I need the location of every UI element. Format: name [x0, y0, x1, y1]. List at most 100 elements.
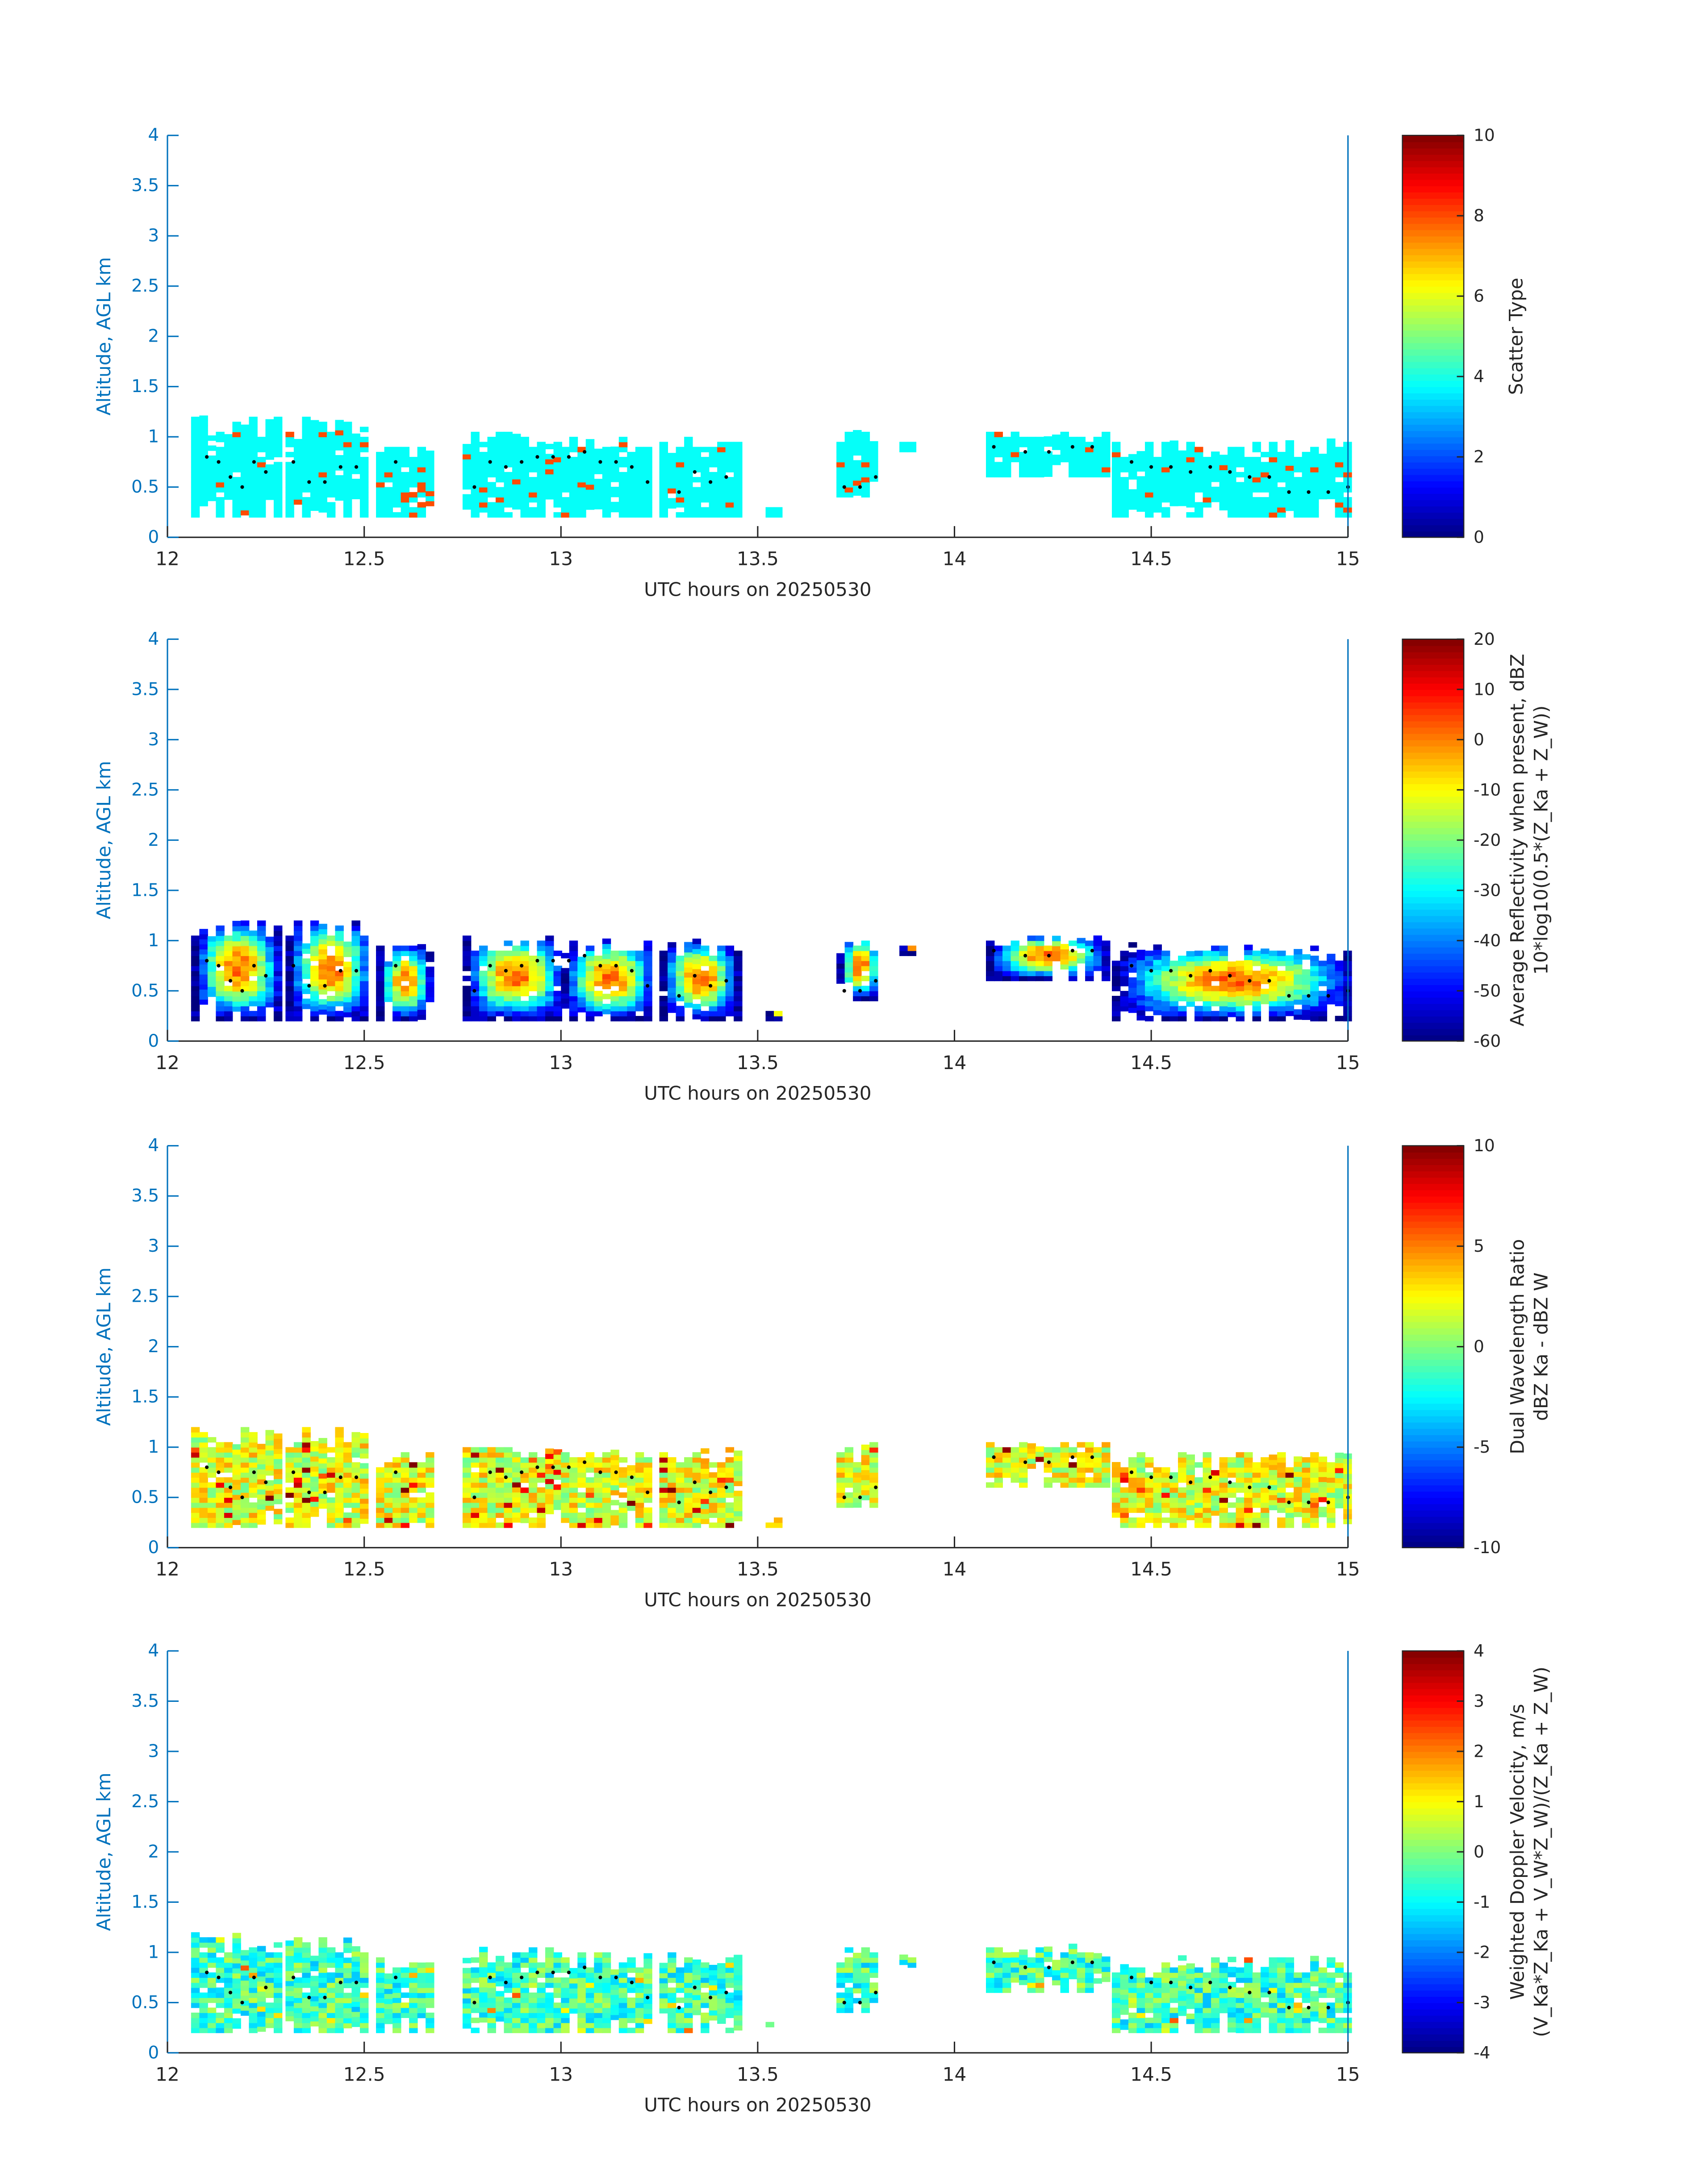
heatmap-cell [318, 2018, 327, 2023]
heatmap-cell [994, 437, 1003, 443]
heatmap-cell [765, 1011, 774, 1016]
heatmap-cell [265, 469, 274, 475]
heatmap-cell [725, 1487, 735, 1493]
heatmap-cell [1186, 986, 1195, 992]
heatmap-cell [1069, 961, 1077, 966]
heatmap-cell [1294, 1466, 1303, 1472]
heatmap-cell [668, 947, 677, 953]
cloud-base-point [323, 480, 327, 484]
heatmap-cell [232, 2003, 241, 2009]
heatmap-cell [986, 462, 995, 468]
heatmap-cell [207, 946, 217, 952]
heatmap-cell [512, 1016, 521, 1022]
heatmap-cell [1128, 992, 1137, 998]
colorbar-step [1402, 1003, 1464, 1011]
heatmap-cell [285, 1985, 294, 1991]
cloud-base-point [535, 1465, 539, 1469]
heatmap-cell [1153, 487, 1162, 493]
heatmap-cell [577, 467, 586, 472]
heatmap-cell [409, 976, 418, 982]
heatmap-cell [257, 2021, 266, 2027]
heatmap-cell [1219, 455, 1228, 460]
cloud-base-point [992, 949, 996, 953]
heatmap-cell [479, 996, 488, 1002]
heatmap-cell [668, 992, 677, 998]
heatmap-cell [1011, 976, 1019, 982]
heatmap-cell [1285, 460, 1295, 466]
heatmap-cell [1186, 966, 1195, 972]
colorbar-tick-label: -50 [1474, 981, 1501, 1000]
heatmap-cell [701, 497, 710, 503]
heatmap-cell [994, 1457, 1003, 1463]
heatmap-cell [618, 990, 628, 996]
heatmap-cell [635, 482, 644, 488]
heatmap-cell [1318, 1512, 1328, 1517]
heatmap-cell [302, 426, 311, 432]
heatmap-cell [273, 431, 283, 438]
heatmap-cell [285, 451, 294, 458]
heatmap-cell [471, 502, 480, 508]
heatmap-cell [257, 961, 266, 966]
heatmap-cell [351, 965, 360, 971]
heatmap-cell [537, 462, 546, 468]
heatmap-cell [602, 497, 611, 503]
heatmap-cell [717, 512, 726, 518]
heatmap-cell [676, 1507, 685, 1513]
heatmap-cell [1002, 1447, 1011, 1453]
heatmap-cell [1219, 505, 1228, 510]
heatmap-cell [1310, 961, 1319, 966]
heatmap-cell [1120, 1477, 1129, 1483]
heatmap-cell [384, 1492, 393, 1498]
heatmap-cell [585, 1512, 595, 1518]
heatmap-cell [1252, 447, 1261, 452]
heatmap-cell [1112, 451, 1121, 458]
heatmap-cell [199, 1502, 208, 1508]
heatmap-cell [1269, 1459, 1278, 1465]
heatmap-cell [1019, 1477, 1028, 1483]
heatmap-cell [1019, 945, 1028, 951]
heatmap-cell [302, 974, 311, 979]
heatmap-cell [1102, 1457, 1111, 1463]
heatmap-cell [335, 1482, 344, 1488]
heatmap-cell [1112, 477, 1121, 483]
heatmap-cell [393, 502, 401, 508]
heatmap-cell [1244, 1497, 1253, 1503]
heatmap-cell [520, 956, 529, 961]
heatmap-cell [265, 484, 274, 490]
heatmap-cell [725, 447, 735, 452]
heatmap-cell [1318, 976, 1328, 982]
heatmap-cell [401, 462, 410, 468]
heatmap-cell [668, 972, 677, 978]
heatmap-cell [594, 981, 603, 986]
heatmap-cell [273, 512, 283, 518]
heatmap-cell [1102, 462, 1111, 468]
heatmap-cell [359, 940, 369, 946]
heatmap-cell [1310, 472, 1319, 478]
heatmap-cell [986, 1467, 995, 1473]
heatmap-cell [1153, 1497, 1162, 1503]
cloud-base-point [598, 1470, 602, 1474]
heatmap-cell [207, 1982, 217, 1988]
cloud-base-point [217, 1470, 221, 1474]
heatmap-cell [701, 457, 710, 463]
heatmap-cell [257, 1966, 266, 1972]
heatmap-cell [318, 492, 327, 498]
heatmap-cell [1136, 1467, 1145, 1473]
heatmap-cell [994, 945, 1003, 951]
heatmap-cell [1252, 1492, 1261, 1498]
heatmap-cell [1145, 1001, 1154, 1007]
colorbar-step [1402, 1315, 1464, 1322]
heatmap-cell [1252, 1467, 1261, 1473]
heatmap-cell [520, 950, 529, 956]
heatmap-cell [1044, 961, 1052, 966]
heatmap-cell [1327, 989, 1336, 994]
heatmap-cell [627, 961, 636, 966]
heatmap-cell [659, 457, 668, 463]
heatmap-cell [240, 1011, 250, 1016]
heatmap-cell [986, 1462, 995, 1468]
heatmap-cell [1161, 1492, 1170, 1498]
heatmap-cell [384, 487, 393, 493]
colorbar-tick-label: -40 [1474, 931, 1501, 950]
heatmap-cell [199, 471, 208, 476]
heatmap-cell [1186, 457, 1195, 463]
